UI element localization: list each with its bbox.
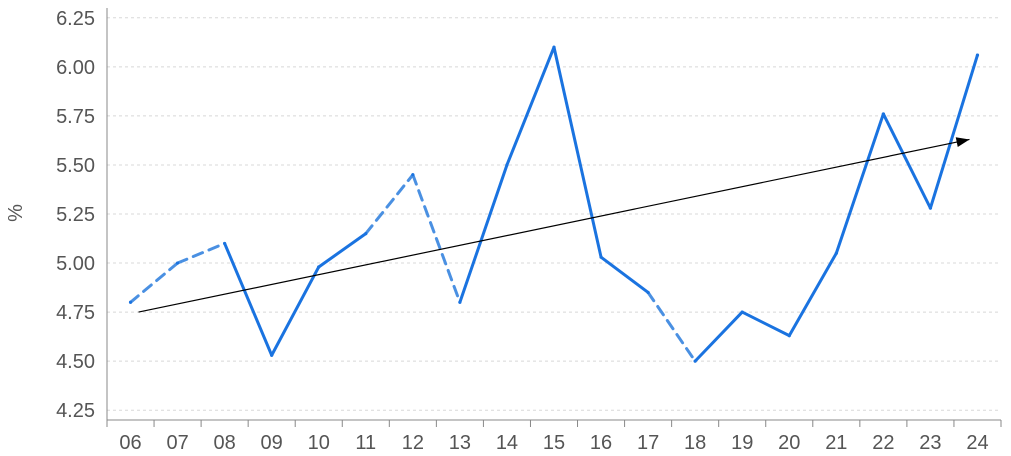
series-segment [552, 45, 603, 259]
data-point [223, 241, 227, 246]
data-point [881, 112, 885, 116]
series-segment [787, 251, 838, 338]
data-point [364, 232, 368, 236]
data-point [928, 206, 933, 210]
trend-arrowhead [955, 137, 970, 147]
x-tick-label: 09 [261, 432, 283, 454]
y-tick-label: 4.50 [56, 351, 95, 373]
x-tick-label: 12 [402, 432, 424, 454]
data-point [599, 255, 603, 259]
x-tick-label: 22 [872, 432, 894, 454]
x-tick-label: 14 [496, 432, 518, 454]
data-point [270, 353, 274, 357]
x-tick-label: 19 [731, 432, 753, 454]
series-segment [740, 310, 791, 338]
x-tick-label: 20 [778, 432, 800, 454]
series-segment [834, 112, 885, 255]
series-lines [128, 45, 980, 363]
series-segment [599, 255, 650, 294]
x-tick-label: 15 [543, 432, 565, 454]
series-segment [223, 241, 274, 357]
data-point [128, 300, 133, 304]
series-segment [317, 232, 368, 269]
trend-line [138, 137, 970, 313]
y-axis: 4.25 4.50 4.75 5.00 5.25 5.50 5.75 6.00 6.25 [56, 8, 108, 422]
data-point [458, 300, 462, 304]
x-tick-label: 06 [119, 432, 141, 454]
series-segment [458, 163, 509, 304]
data-point [975, 53, 980, 57]
x-tick-label: 08 [214, 432, 236, 454]
data-point [646, 290, 650, 295]
series-segment [881, 112, 932, 210]
gridlines [107, 17, 1001, 411]
x-axis: 06 07 08 09 10 11 12 13 14 15 16 17 18 19 20 21 22 23 24 [106, 419, 1002, 454]
data-point [787, 334, 791, 338]
x-tick-label: 18 [684, 432, 706, 454]
series-segment-dashed [129, 261, 180, 304]
y-tick-label: 4.75 [56, 302, 95, 324]
y-tick-label: 5.25 [56, 204, 95, 226]
series-segment [505, 45, 556, 167]
x-tick-label: 17 [637, 432, 659, 454]
x-tick-label: 13 [449, 432, 471, 454]
data-point [411, 173, 415, 177]
data-point [693, 359, 697, 363]
series-segment [928, 53, 979, 210]
trend-line-path [138, 138, 970, 313]
series-segment-dashed [176, 241, 227, 265]
x-tick-label: 11 [355, 432, 376, 454]
y-tick-label: 6.25 [56, 8, 95, 30]
y-tick-label: 5.50 [56, 155, 95, 177]
x-tick-label: 24 [966, 432, 988, 454]
x-tick-label: 10 [308, 432, 330, 454]
data-point [740, 310, 744, 314]
series-segment-dashed [646, 290, 697, 363]
y-tick-label: 4.25 [56, 400, 95, 422]
data-point [175, 261, 180, 265]
y-tick-label: 5.75 [56, 106, 95, 128]
series-segment-dashed [364, 173, 415, 236]
y-tick-label: 6.00 [56, 57, 95, 79]
series-segment-dashed [411, 173, 462, 304]
x-tick-label: 23 [919, 432, 941, 454]
x-tick-label: 16 [590, 432, 612, 454]
y-tick-label: 5.00 [56, 253, 95, 275]
data-point [552, 45, 556, 49]
series-segment [693, 310, 744, 363]
data-point [317, 265, 321, 269]
y-axis-label: % [5, 204, 27, 222]
x-tick-label: 21 [825, 432, 847, 454]
series-segment [270, 265, 321, 357]
x-tick-label: 07 [166, 432, 188, 454]
data-point [834, 251, 838, 255]
data-point [505, 163, 509, 167]
